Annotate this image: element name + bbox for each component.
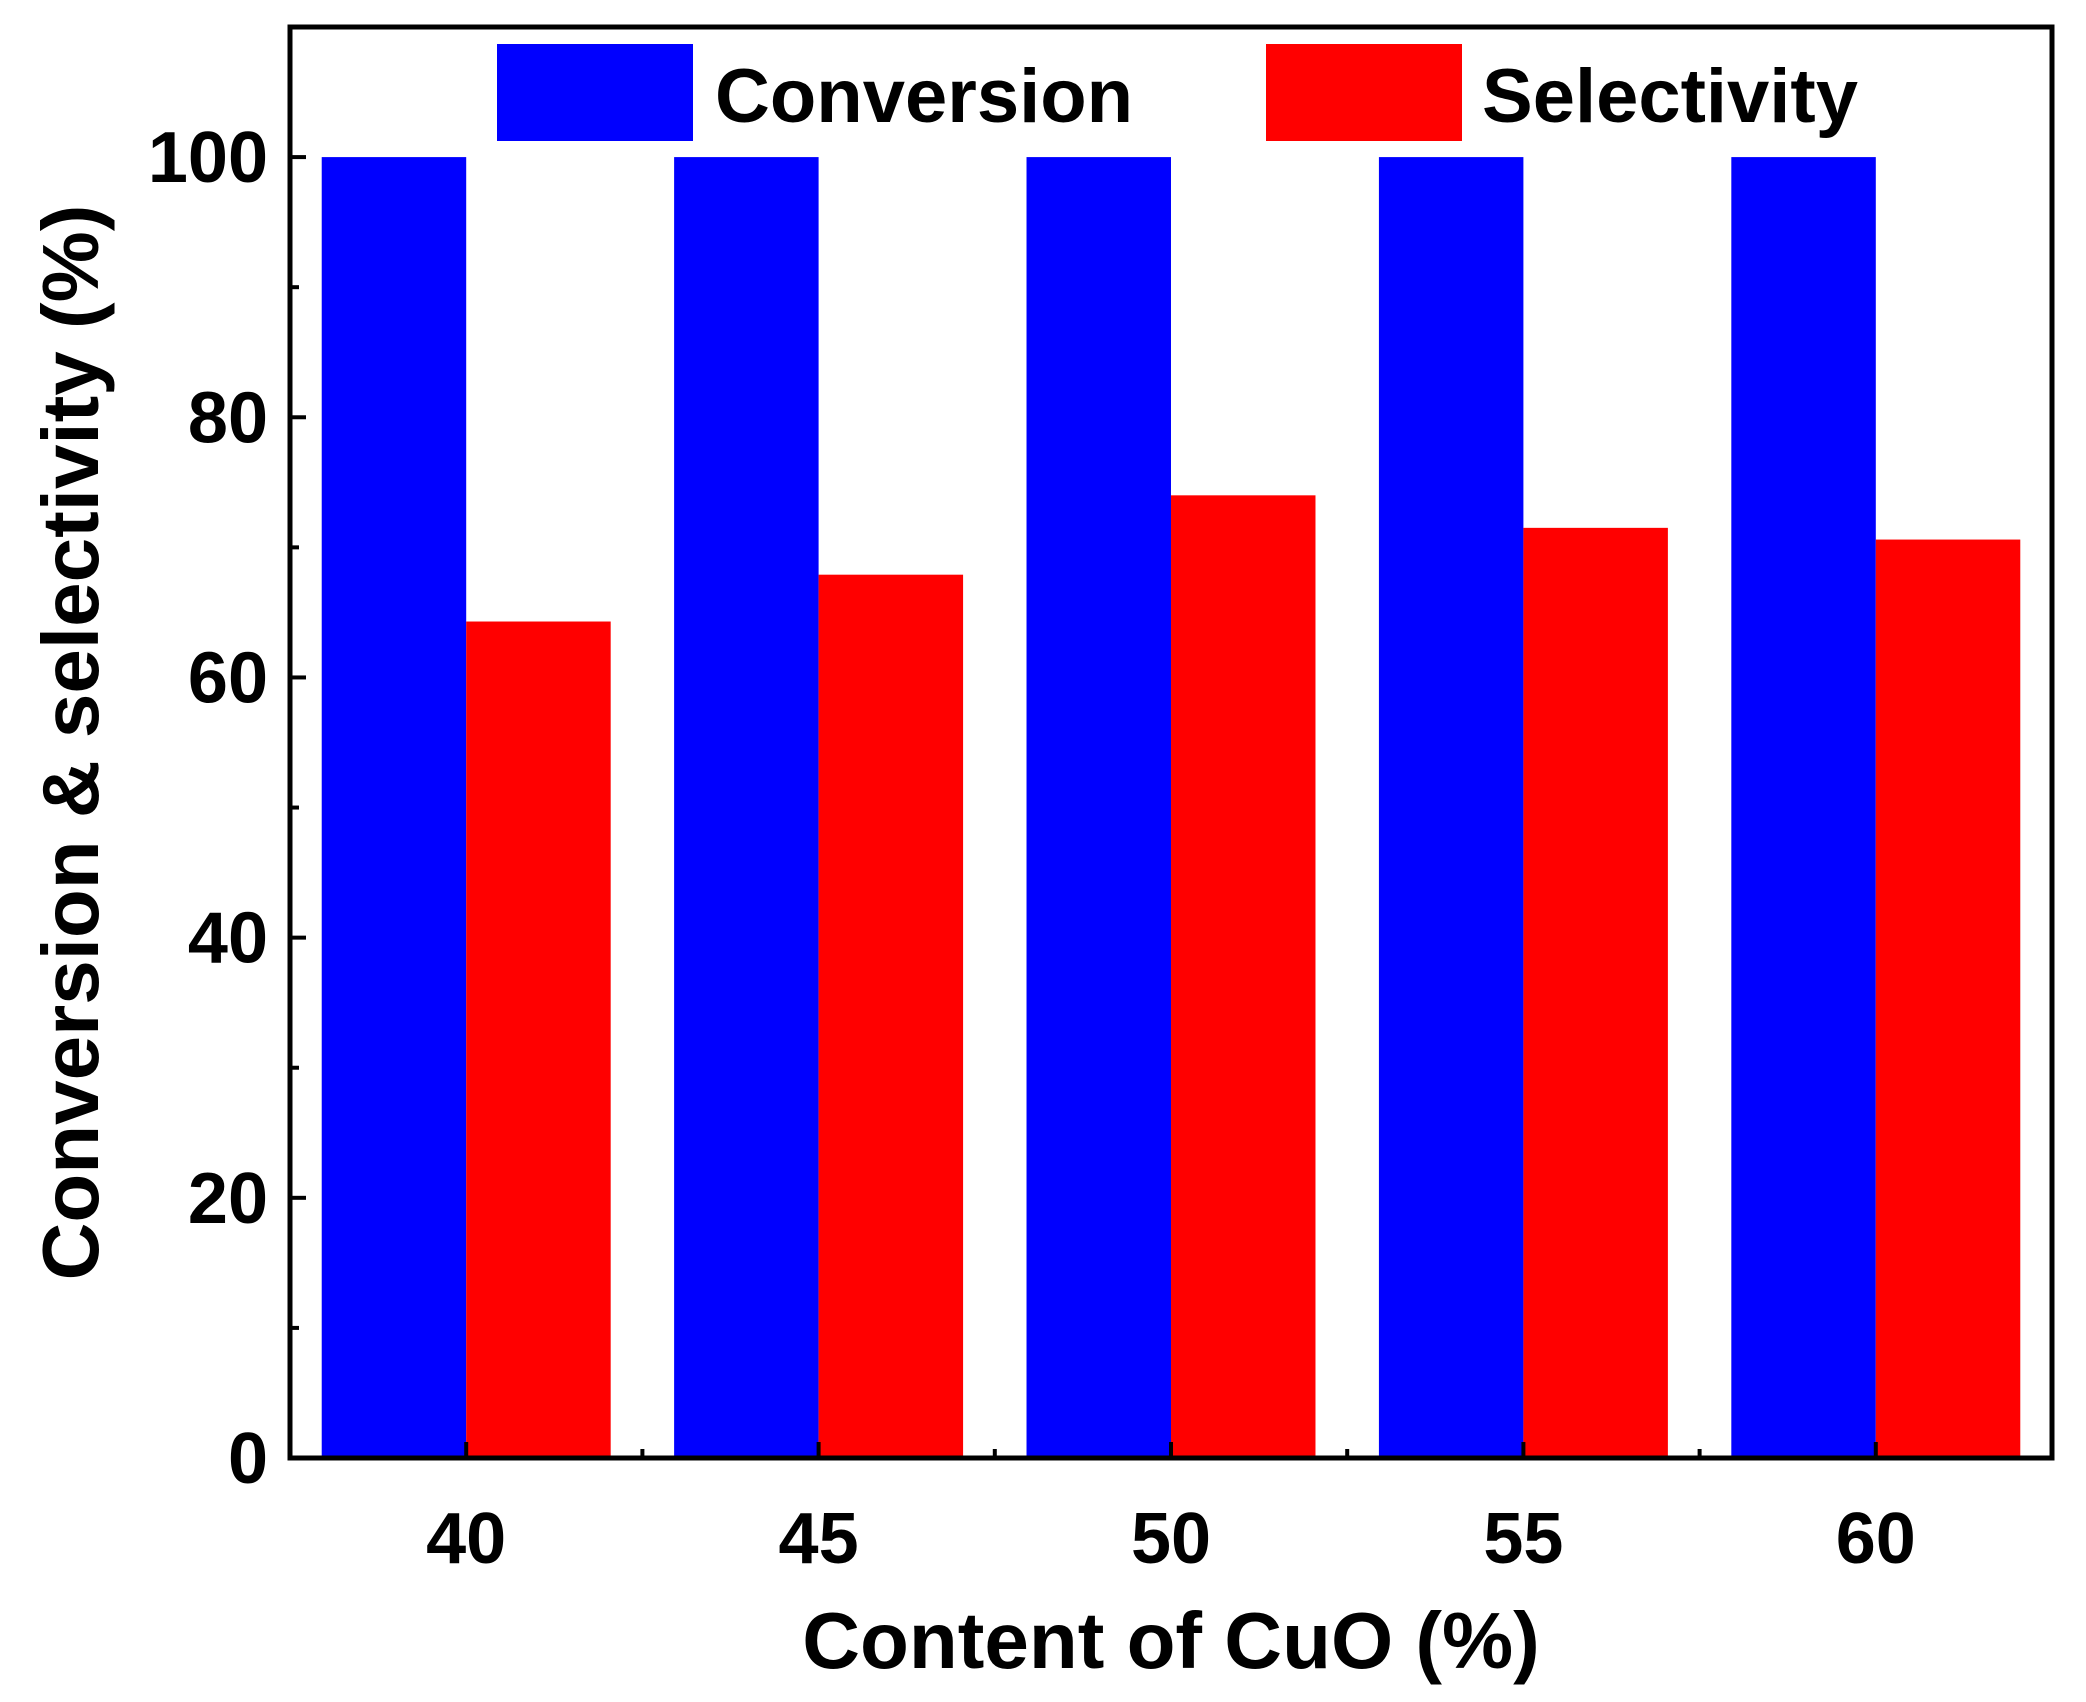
y-tick-label: 100: [148, 118, 268, 198]
y-axis-title: Conversion & selectivity (%): [26, 205, 115, 1281]
legend-swatch-selectivity: [1266, 44, 1462, 141]
bar-selectivity-40: [466, 621, 611, 1458]
bar-conversion-55: [1378, 157, 1524, 1458]
y-tick-label: 20: [188, 1159, 268, 1239]
bars-layer: [321, 157, 2021, 1458]
x-tick-label: 45: [779, 1499, 859, 1579]
x-tick-label: 55: [1483, 1499, 1563, 1579]
y-tick-label: 40: [188, 899, 268, 979]
y-tick-label: 60: [188, 638, 268, 718]
legend-swatch-conversion: [497, 44, 693, 141]
bar-conversion-60: [1731, 157, 1876, 1458]
y-tick-label: 0: [228, 1419, 268, 1499]
x-tick-label: 50: [1131, 1499, 1211, 1579]
x-axis-title: Content of CuO (%): [802, 1596, 1540, 1685]
ticks-layer: 40 45 50 55 60 0 20 40 60 80 100: [148, 118, 1916, 1579]
bar-selectivity-60: [1875, 539, 2021, 1458]
legend-label-selectivity: Selectivity: [1482, 54, 1858, 139]
y-tick-label: 80: [188, 378, 268, 458]
legend-label-conversion: Conversion: [715, 54, 1133, 139]
legend: Conversion Selectivity: [497, 44, 1858, 141]
bar-selectivity-45: [818, 574, 964, 1458]
bar-conversion-50: [1026, 157, 1171, 1458]
x-tick-label: 40: [426, 1499, 506, 1579]
bar-selectivity-50: [1171, 495, 1316, 1458]
bar-selectivity-55: [1523, 527, 1668, 1458]
bar-conversion-40: [321, 157, 467, 1458]
bar-conversion-45: [674, 157, 819, 1458]
x-tick-label: 60: [1836, 1499, 1916, 1579]
